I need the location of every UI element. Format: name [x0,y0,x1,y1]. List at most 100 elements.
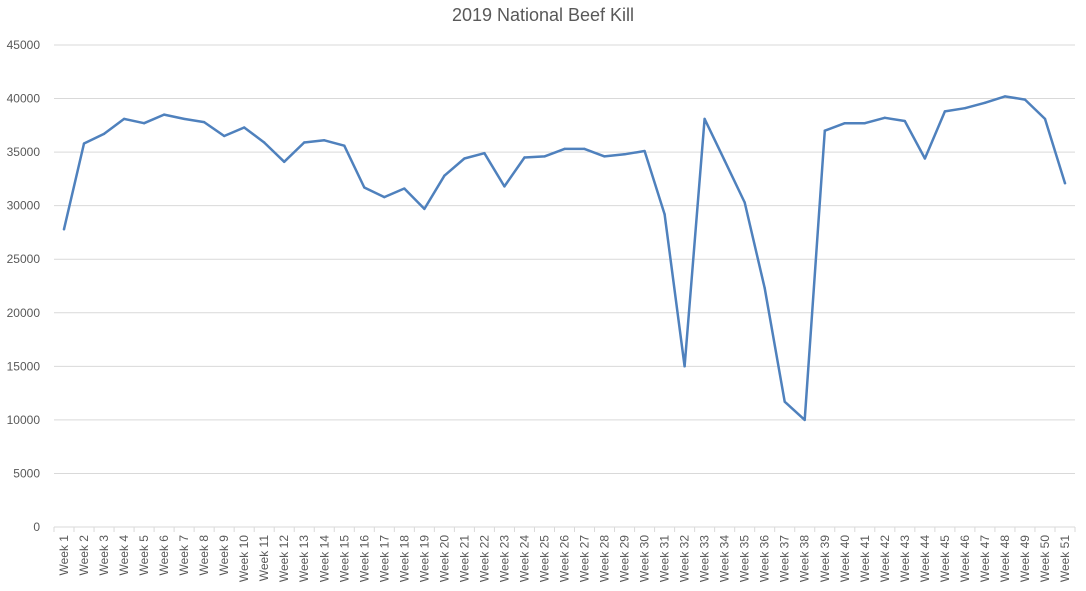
series-line [62,95,1067,422]
data-point [263,141,266,144]
data-point [823,129,826,132]
data-point [943,110,947,113]
y-tick-label: 45000 [7,38,41,52]
x-tick-label: Week 48 [998,535,1012,582]
x-tick-label: Week 26 [558,535,572,582]
data-point [443,174,446,177]
x-tick-label: Week 33 [698,535,712,582]
data-point [1023,98,1027,101]
x-tick-label: Week 25 [537,535,551,582]
x-tick-label: Week 6 [157,535,171,576]
x-tick-label: Week 44 [918,535,932,582]
x-tick-label: Week 32 [678,535,692,582]
data-point [983,101,987,105]
y-tick-label: 40000 [7,92,41,106]
data-point [182,117,186,121]
x-tick-label: Week 23 [497,535,511,582]
y-axis: 0 5000 10000 15000 20000 25000 30000 35000 40000… [7,38,41,534]
y-tick-label: 20000 [7,306,41,320]
x-tick-label: Week 47 [978,535,992,582]
gridlines [54,44,1075,474]
data-point [583,147,586,151]
data-point [763,286,766,290]
data-point [543,155,546,158]
data-point [503,185,506,188]
data-point [903,119,907,123]
x-tick-label: Week 38 [798,535,812,582]
x-tick-label: Week 12 [277,535,291,582]
x-tick-label: Week 45 [938,535,952,582]
x-tick-label: Week 31 [658,535,672,582]
x-tick-label: Week 16 [357,535,371,582]
x-tick-label: Week 7 [177,535,191,576]
chart-title: 2019 National Beef Kill [451,5,635,25]
x-tick-label: Week 1 [57,535,71,576]
x-tick-label: Week 50 [1038,535,1052,582]
x-tick-label: Week 39 [818,535,832,582]
x-axis: Week 1 Week 2 Week 3 Week 4 Week 5 Week 6 Week… [53,526,1076,582]
data-point [323,139,326,142]
data-point [463,157,466,160]
data-point [643,149,646,153]
data-point [683,365,686,368]
x-tick-label: Week 41 [858,535,872,582]
y-tick-label: 5000 [13,466,40,480]
x-tick-label: Week 40 [838,535,852,582]
x-tick-label: Week 42 [878,535,892,582]
y-tick-label: 10000 [7,413,41,427]
x-tick-label: Week 10 [237,535,251,582]
data-point [923,157,927,160]
x-tick-label: Week 35 [738,535,752,582]
x-tick-label: Week 20 [437,535,451,582]
x-tick-label: Week 49 [1018,535,1032,582]
x-tick-label: Week 13 [297,535,311,582]
y-tick-label: 25000 [7,252,41,266]
data-point [723,159,726,162]
x-tick-label: Week 22 [477,535,491,582]
data-point [963,106,967,110]
series-layer [62,95,1067,422]
data-point [883,116,887,120]
x-tick-label: Week 4 [117,535,131,576]
x-tick-label: Week 18 [397,535,411,582]
data-point [202,120,206,124]
data-point [563,147,566,151]
data-point [122,117,126,121]
x-tick-label: Week 29 [618,535,632,582]
data-point [403,187,406,190]
data-point [743,201,746,204]
y-tick-label: 35000 [7,145,41,159]
x-tick-label: Week 17 [377,535,391,582]
x-tick-label: Week 11 [257,535,271,582]
data-point [843,121,846,125]
data-point [603,155,606,158]
x-tick-label: Week 21 [457,535,471,582]
x-tick-label: Week 34 [718,535,732,582]
x-tick-label: Week 3 [97,535,111,576]
x-tick-label: Week 30 [638,535,652,582]
x-tick-label: Week 14 [317,535,331,582]
data-point [523,156,526,159]
data-point [623,153,626,156]
data-point [1043,117,1047,121]
x-tick-label: Week 51 [1058,535,1072,582]
data-point [703,117,706,121]
x-tick-label: Week 2 [77,535,91,576]
data-point [162,113,166,116]
y-tick-label: 15000 [7,359,41,373]
x-tick-label: Week 8 [197,535,211,576]
data-point [62,228,66,231]
data-point [663,213,666,216]
x-tick-label: Week 46 [958,535,972,582]
data-point [363,186,366,189]
x-tick-label: Week 36 [758,535,772,582]
data-point [343,144,346,147]
x-tick-label: Week 19 [417,535,431,582]
data-point [783,400,786,403]
data-point [102,132,106,136]
x-tick-label: Week 9 [217,535,231,576]
x-tick-label: Week 15 [337,535,351,582]
y-tick-label: 0 [33,520,40,534]
data-point [303,141,306,144]
